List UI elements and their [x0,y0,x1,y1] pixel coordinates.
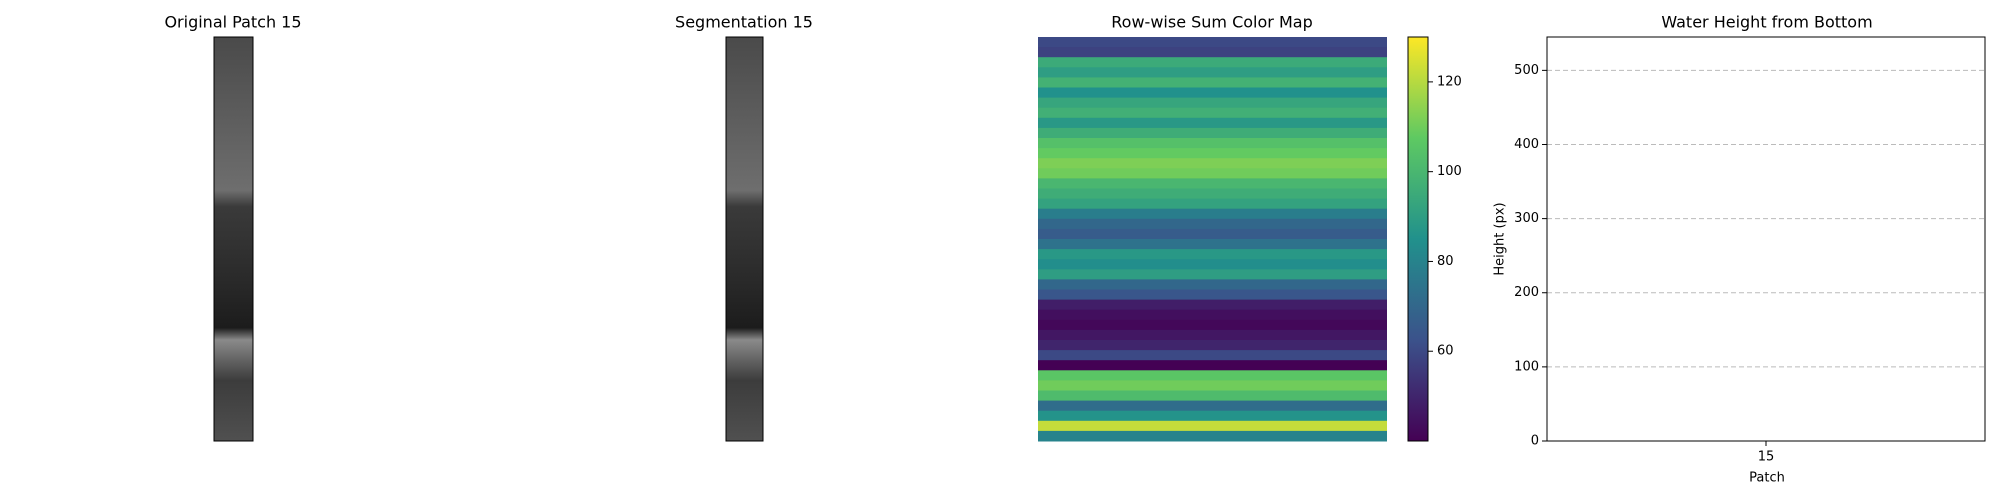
x-tick-label: 15 [1758,450,1775,465]
heatmap-row [1038,37,1387,48]
heatmap-row [1038,148,1387,159]
colorbar-tick-label: 60 [1437,344,1454,359]
y-tick-label: 300 [1514,211,1539,226]
panel-title: Water Height from Bottom [1661,13,1872,32]
heatmap-row [1038,168,1387,179]
colorbar [1407,36,1429,442]
heatmap-row [1038,158,1387,169]
heatmap-row [1038,218,1387,230]
heatmap-row [1038,390,1387,402]
heatmap-row [1038,370,1387,381]
heatmap-row [1038,269,1387,280]
heatmap-row [1038,67,1387,78]
heatmap-row [1038,57,1387,68]
heatmap-row [1038,350,1387,361]
heatmap-row [1038,188,1387,200]
x-axis-label: Patch [1749,471,1785,486]
panel-title: Original Patch 15 [164,13,301,32]
heatmap-row [1038,107,1387,119]
heatmap-row [1038,329,1387,341]
heatmap-row [1038,380,1387,391]
heatmap-row [1038,208,1387,220]
heatmap-row [1038,127,1387,139]
heatmap-row [1038,309,1387,321]
y-tick-label: 0 [1531,434,1539,449]
heatmap-row [1038,178,1387,189]
heatmap-row [1038,77,1387,88]
axes-frame [1546,36,1986,442]
y-tick-label: 100 [1514,359,1539,374]
heatmap-row [1038,420,1387,432]
heatmap-row [1038,299,1387,311]
heatmap-row [1038,138,1387,149]
heatmap-row [1038,289,1387,301]
heatmap-row [1038,249,1387,260]
heatmap-row [1038,259,1387,270]
panel-title: Segmentation 15 [675,13,813,32]
heatmap-row [1038,360,1387,371]
y-tick-label: 500 [1514,63,1539,78]
colorbar-tick-label: 80 [1437,254,1454,269]
colorbar-tick-label: 100 [1437,164,1462,179]
colorbar-tick-label: 120 [1437,74,1462,89]
y-tick-label: 200 [1514,285,1539,300]
heatmap-row [1038,87,1387,99]
heatmap-row [1038,198,1387,210]
y-tick-label: 400 [1514,137,1539,152]
heatmap-row [1038,430,1387,442]
heatmap-row [1038,319,1387,331]
y-axis-label: Height (px) [1493,202,1508,275]
panel-title: Row-wise Sum Color Map [1111,13,1312,32]
patch-image [213,36,254,442]
heatmap-row [1038,117,1387,129]
heatmap-row [1038,400,1387,412]
segmentation-image [725,36,764,442]
heatmap-row [1038,410,1387,422]
heatmap-row [1038,340,1387,351]
heatmap-row [1038,228,1387,240]
heatmap-row [1038,239,1387,250]
heatmap-row [1038,97,1387,109]
heatmap-row [1038,47,1387,58]
heatmap-row [1038,279,1387,290]
